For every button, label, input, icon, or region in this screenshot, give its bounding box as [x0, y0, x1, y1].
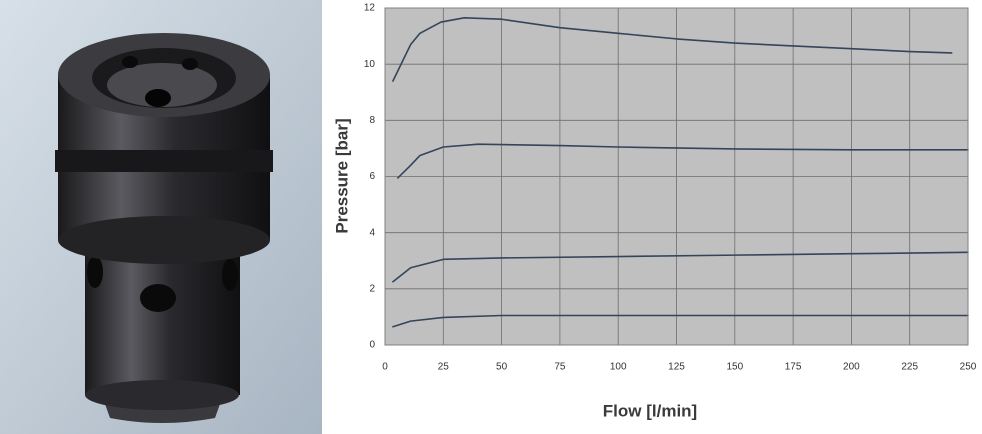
x-tick-label: 100	[610, 362, 627, 373]
data-line	[392, 17, 953, 82]
x-tick-label: 25	[438, 362, 450, 373]
product-photo	[0, 0, 322, 434]
x-tick-label: 0	[382, 362, 388, 373]
x-tick-label: 125	[668, 362, 685, 373]
y-tick-label: 2	[369, 283, 375, 294]
data-line	[397, 143, 969, 179]
y-tick-label: 0	[369, 340, 375, 351]
y-tick-label: 8	[369, 115, 375, 126]
x-tick-label: 175	[785, 362, 802, 373]
x-tick-label: 50	[496, 362, 508, 373]
y-axis-label: Pressure [bar]	[332, 118, 351, 233]
y-tick-label: 12	[364, 3, 376, 14]
x-tick-label: 250	[960, 362, 977, 373]
x-tick-label: 200	[843, 362, 860, 373]
data-line	[392, 314, 969, 328]
data-line	[392, 251, 969, 283]
lines	[392, 17, 969, 328]
x-axis-label: Flow [l/min]	[603, 401, 697, 420]
plot-frame	[384, 7, 969, 346]
y-tick-label: 4	[369, 227, 375, 238]
y-tick-label: 6	[369, 171, 375, 182]
x-tick-label: 150	[726, 362, 743, 373]
x-tick-label: 225	[901, 362, 918, 373]
y-tick-label: 10	[364, 59, 376, 70]
x-tick-label: 75	[554, 362, 566, 373]
